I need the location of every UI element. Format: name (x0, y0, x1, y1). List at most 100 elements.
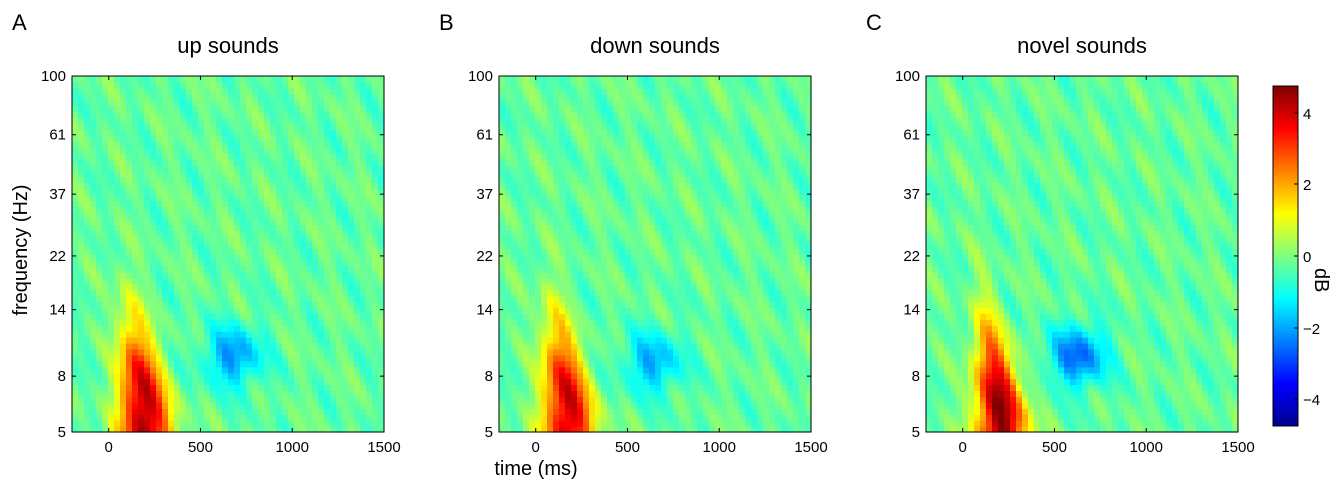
heatmap-cell (162, 135, 169, 142)
heatmap-cell (210, 147, 217, 154)
heatmap-cell (222, 366, 229, 374)
heatmap-cell (120, 117, 127, 125)
heatmap-cell (625, 331, 632, 338)
heatmap-cell (90, 372, 97, 380)
heatmap-cell (180, 277, 187, 285)
heatmap-cell (667, 414, 674, 421)
heatmap-cell (228, 265, 235, 273)
heatmap-cell (294, 277, 301, 285)
heatmap-cell (306, 301, 313, 308)
heatmap-cell (186, 129, 193, 136)
heatmap-cell (553, 366, 560, 374)
heatmap-cell (727, 319, 734, 326)
heatmap-cell (336, 105, 343, 113)
heatmap-cell (336, 212, 343, 219)
heatmap-cell (547, 319, 554, 326)
heatmap-cell (186, 390, 193, 397)
heatmap-cell (264, 277, 271, 285)
heatmap-cell (270, 343, 277, 350)
heatmap-cell (96, 289, 103, 297)
heatmap-cell (661, 402, 668, 409)
heatmap-cell (721, 366, 728, 374)
heatmap-cell (372, 372, 379, 380)
heatmap-cell (583, 331, 590, 338)
heatmap-cell (270, 396, 277, 403)
heatmap-cell (276, 337, 283, 344)
heatmap-cell (769, 420, 776, 427)
heatmap-cell (757, 254, 764, 261)
heatmap-cell (667, 343, 674, 350)
heatmap-cell (691, 259, 698, 267)
heatmap-cell (697, 271, 704, 279)
heatmap-cell (300, 319, 307, 326)
heatmap-cell (691, 319, 698, 326)
heatmap-cell (607, 271, 614, 279)
heatmap-cell (517, 348, 524, 356)
heatmap-cell (114, 218, 121, 225)
heatmap-cell (132, 277, 139, 285)
heatmap-cell (282, 384, 289, 392)
heatmap-cell (216, 348, 223, 356)
heatmap-cell (90, 200, 97, 208)
heatmap-cell (607, 331, 614, 338)
heatmap-cell (234, 259, 241, 267)
heatmap-cell (565, 408, 572, 415)
heatmap-cell (511, 366, 518, 374)
heatmap-cell (78, 147, 85, 154)
heatmap-cell (270, 141, 277, 148)
heatmap-cell (174, 105, 181, 113)
heatmap-cell (342, 408, 349, 415)
heatmap-cell (216, 153, 223, 160)
heatmap-cell (751, 230, 758, 237)
heatmap-cell (751, 307, 758, 314)
heatmap-cell (517, 384, 524, 392)
heatmap-cell (222, 111, 229, 119)
heatmap-cell (547, 396, 554, 403)
heatmap-cell (505, 337, 512, 344)
heatmap-cell (234, 254, 241, 261)
heatmap-cell (84, 111, 91, 119)
heatmap-cell (631, 313, 638, 320)
heatmap-cell (583, 396, 590, 403)
heatmap-cell (318, 254, 325, 261)
heatmap-cell (180, 87, 187, 95)
heatmap-cell (799, 366, 806, 374)
heatmap-cell (378, 93, 385, 101)
heatmap-cell (174, 188, 181, 196)
heatmap-cell (258, 194, 265, 202)
heatmap-cell (763, 390, 770, 397)
heatmap-cell (667, 426, 674, 433)
heatmap-cell (733, 301, 740, 308)
heatmap-cell (631, 378, 638, 386)
heatmap-cell (354, 348, 361, 356)
heatmap-cell (108, 426, 115, 433)
heatmap-cell (174, 408, 181, 415)
heatmap-cell (282, 313, 289, 320)
heatmap-cell (781, 372, 788, 380)
heatmap-cell (577, 372, 584, 380)
heatmap-cell (613, 378, 620, 386)
heatmap-cell (763, 289, 770, 297)
heatmap-cell (282, 117, 289, 125)
heatmap-cell (186, 295, 193, 303)
heatmap-cell (162, 301, 169, 308)
heatmap-cell (204, 414, 211, 421)
heatmap-cell (607, 265, 614, 273)
heatmap-cell (186, 426, 193, 433)
heatmap-cell (192, 307, 199, 314)
heatmap-cell (138, 360, 145, 368)
heatmap-cell (324, 76, 331, 83)
heatmap-cell (102, 141, 109, 148)
heatmap-cell (288, 426, 295, 433)
heatmap-cell (366, 147, 373, 154)
heatmap-cell (78, 93, 85, 101)
heatmap-cell (631, 277, 638, 285)
heatmap-cell (805, 283, 812, 291)
heatmap-cell (186, 200, 193, 208)
heatmap-cell (667, 301, 674, 308)
heatmap-cell (589, 254, 596, 261)
heatmap-cell (204, 236, 211, 243)
heatmap-cell (529, 307, 536, 314)
heatmap-cell (348, 301, 355, 308)
heatmap-cell (360, 289, 367, 297)
